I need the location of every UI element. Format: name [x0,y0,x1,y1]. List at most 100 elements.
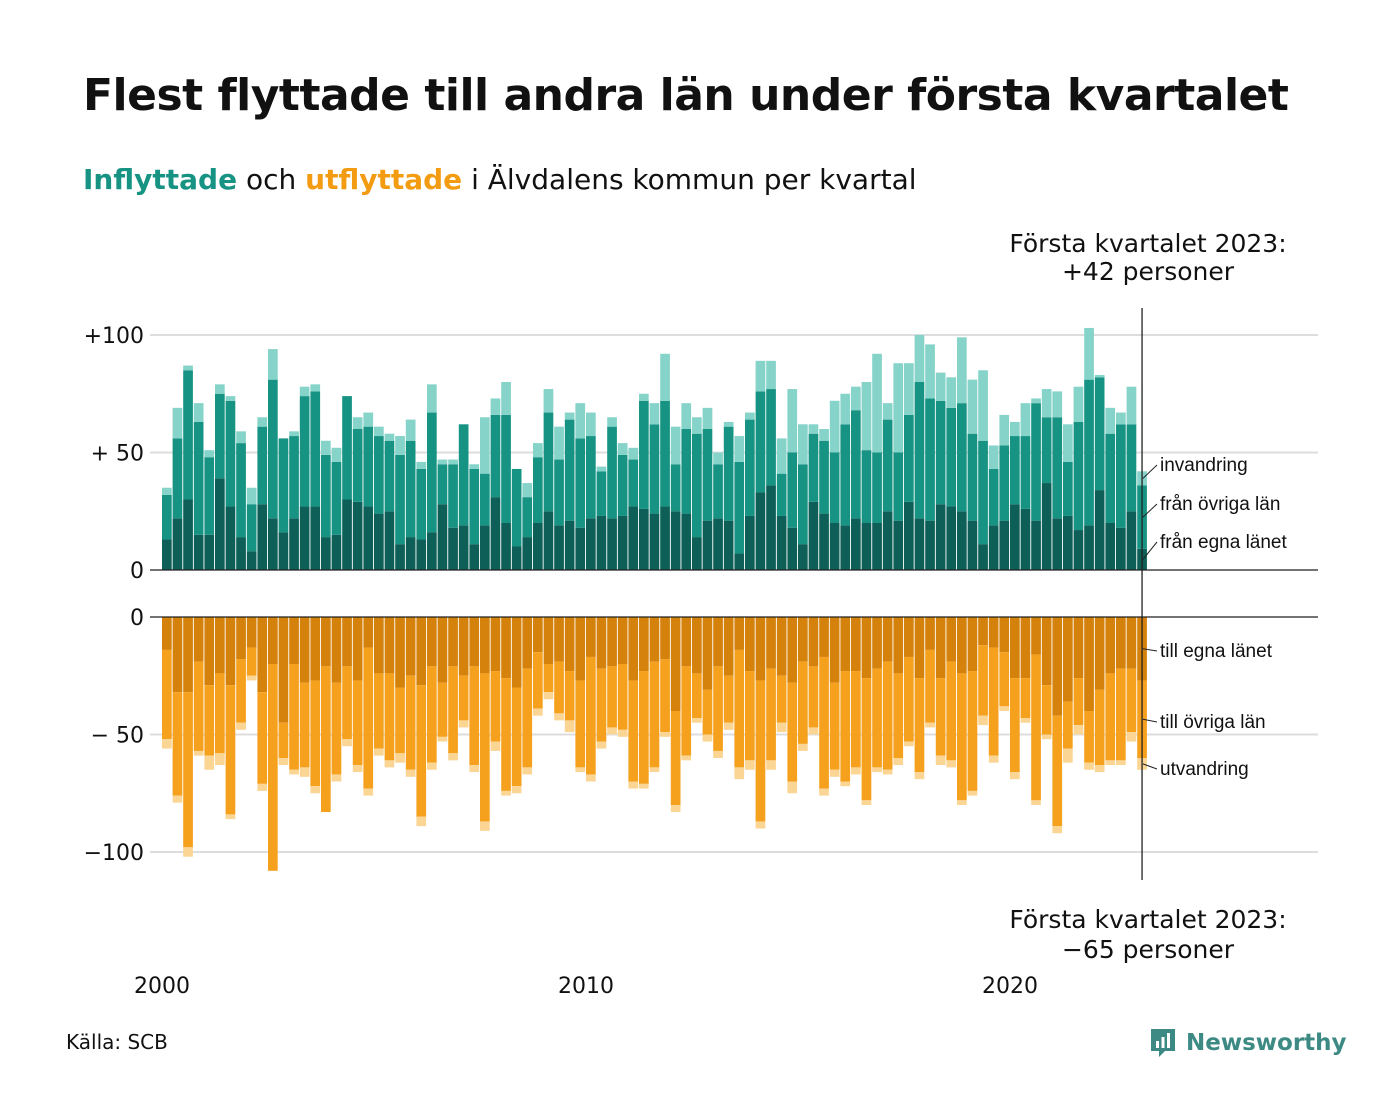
bar-in-segment [352,501,363,570]
bar-in-segment [978,544,988,570]
bar-out-segment [649,661,660,768]
bar-out-segment [617,729,628,737]
bar-out-segment [787,781,798,794]
bar-out-segment [1116,668,1126,761]
chart-subtitle: Inflyttade och utflyttade i Älvdalens ko… [83,163,917,196]
bar-in-segment [1126,386,1137,425]
bar-out-segment [1041,734,1052,740]
bar-out-segment [299,767,310,777]
bar-out-segment [851,767,861,775]
bar-in-segment [1010,436,1020,505]
bar-in-segment [904,363,914,415]
bar-in-segment [586,412,596,437]
bar-in-segment [893,363,904,453]
bar-out-segment [543,692,554,700]
bar-in-segment [1052,518,1063,570]
bar-out-segment [1094,689,1105,766]
bar-out-segment [957,800,967,805]
bar-in-segment [416,539,427,570]
bar-in-segment [988,468,999,526]
bar-out-segment [861,678,872,801]
bar-out-segment [988,617,999,648]
bar-in-segment [1041,483,1052,570]
bar-in-segment [480,417,490,474]
source-label: Källa: SCB [66,1030,168,1054]
bar-out-segment [808,617,819,667]
bar-out-segment [893,617,904,674]
bar-out-segment [236,722,246,730]
bar-in-segment [183,365,193,371]
bar-out-segment [755,680,766,822]
bar-out-segment [246,675,257,681]
bar-in-segment [787,389,798,453]
bar-in-segment [1020,508,1031,570]
bar-out-segment [596,741,607,749]
bar-in-segment [352,429,363,502]
bar-in-segment [713,518,723,570]
bar-out-segment [310,680,321,787]
bar-in-segment [363,506,374,570]
bar-in-segment [575,438,586,528]
bar-in-segment [501,523,511,570]
bar-out-segment [1052,826,1063,834]
bar-in-segment [1084,379,1094,526]
bar-in-segment [299,386,310,397]
bar-in-segment [374,513,384,570]
bar-in-segment [957,403,967,512]
bar-in-segment [554,525,564,570]
y-tick-label: + 50 [91,442,144,467]
bar-out-segment [490,741,501,751]
bar-in-segment [162,494,172,540]
bar-out-segment [967,617,978,672]
bar-in-segment [639,400,649,509]
bar-out-segment [607,617,617,667]
bar-out-segment [395,687,405,754]
bar-out-segment [702,734,713,742]
bar-in-segment [416,461,427,469]
bar-out-segment [999,706,1010,711]
label-leader-line [1142,541,1158,560]
bar-in-segment [628,506,639,570]
bar-in-segment [723,520,734,570]
bar-in-segment [628,447,639,460]
annotation-bottom-line1: Första kvartalet 2023: [1009,905,1286,934]
bar-in-segment [851,410,861,519]
label-leader-line [1142,503,1158,518]
bar-out-segment [511,687,522,787]
bar-out-segment [723,722,734,730]
bar-out-segment [692,718,702,723]
label-leader-line [1142,718,1158,723]
bar-in-segment [1105,407,1116,434]
bar-in-segment [215,384,225,394]
bar-in-segment [352,417,363,429]
series-label-out-1: till övriga län [1160,712,1266,733]
bar-in-segment [776,515,787,570]
bar-out-segment [193,617,204,662]
bar-in-segment [586,436,596,519]
bar-in-segment [374,426,384,437]
bar-out-segment [734,617,745,650]
bar-out-segment [1084,617,1094,711]
bar-out-segment [978,645,988,716]
newsworthy-logo[interactable]: Newsworthy [1148,1026,1347,1060]
bar-in-segment [501,414,511,523]
bar-in-segment [342,499,352,570]
bar-in-segment [681,513,692,570]
bar-out-segment [660,617,670,660]
bar-in-segment [321,454,331,538]
bar-in-segment [395,544,405,570]
bar-in-segment [935,372,946,401]
bar-out-segment [628,781,639,789]
bar-out-segment [458,720,469,728]
bar-in-segment [246,487,257,505]
bar-in-segment [1116,412,1126,425]
bar-out-segment [872,767,882,773]
bar-in-segment [1073,530,1084,570]
migration-bar-chart: +100 + 50 0 0 − 50 −100 2000 2010 2020 Första kva… [84,229,1318,999]
bar-in-segment [681,429,692,514]
bar-out-segment [628,680,639,782]
bar-in-segment [660,400,670,507]
bar-out-segment [331,617,342,683]
bar-in-segment [787,452,798,528]
bar-in-segment [1073,421,1084,531]
